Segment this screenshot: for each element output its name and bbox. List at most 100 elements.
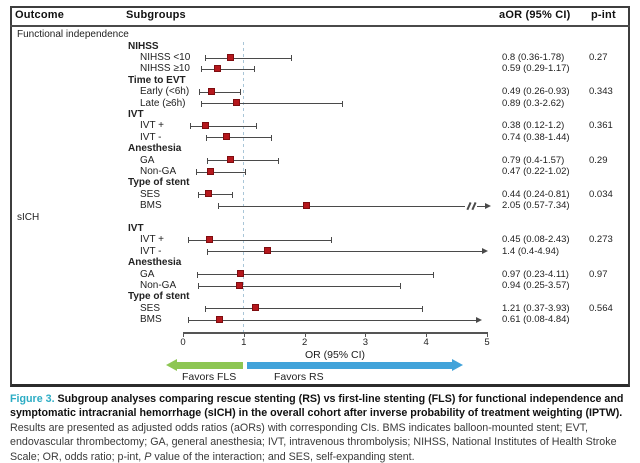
x-axis-label: OR (95% CI) bbox=[304, 349, 366, 361]
aor-value: 0.45 (0.08-2.43) bbox=[502, 234, 570, 246]
ci-cap-low bbox=[206, 134, 208, 141]
ci-line bbox=[187, 239, 331, 241]
row-label-group-13: Type of stent bbox=[128, 177, 190, 189]
or-marker bbox=[237, 270, 245, 278]
ci-cap-low bbox=[198, 283, 200, 289]
x-tick bbox=[183, 333, 184, 337]
aor-value: 2.05 (0.57-7.34) bbox=[502, 200, 570, 212]
ci-cap-high bbox=[270, 134, 272, 141]
row-label-item-9: IVT - bbox=[140, 131, 162, 143]
row-label-item-14: SES bbox=[140, 188, 161, 200]
x-tick bbox=[365, 333, 367, 337]
aor-value: 0.49 (0.26-0.93) bbox=[502, 86, 570, 98]
ci-line bbox=[204, 57, 292, 59]
favors-rs-arrow-body bbox=[247, 362, 452, 369]
or-marker bbox=[226, 156, 234, 164]
figure-caption-body-end: value of the interaction; and SES, self-… bbox=[151, 450, 415, 463]
pint-value: 0.97 bbox=[589, 268, 608, 280]
or-marker bbox=[201, 121, 209, 129]
ci-cap-low bbox=[200, 66, 202, 73]
row-label-group-1: NIHSS bbox=[128, 40, 159, 52]
ci-line bbox=[197, 194, 233, 196]
ci-cap-low bbox=[190, 123, 192, 130]
row-label-item-19: IVT - bbox=[140, 245, 162, 257]
ci-cap-high bbox=[245, 169, 247, 175]
row-label-item-6: Late (≥6h) bbox=[140, 97, 186, 109]
figure-caption-p: P bbox=[144, 450, 152, 463]
row-label-item-24: SES bbox=[140, 302, 161, 314]
ci-arrow-icon bbox=[482, 248, 489, 255]
favors-fls-arrow-body bbox=[176, 362, 243, 369]
or-marker bbox=[303, 201, 311, 209]
ci-cap-high bbox=[432, 271, 434, 278]
or-marker bbox=[223, 133, 231, 141]
ci-cap-high bbox=[255, 123, 257, 130]
ci-cap-high bbox=[342, 100, 344, 107]
figure-frame bbox=[10, 6, 630, 387]
x-tick bbox=[243, 333, 245, 337]
x-tick bbox=[426, 333, 428, 337]
aor-value: 1.21 (0.37-3.93) bbox=[502, 302, 570, 314]
row-label-item-3: NIHSS ≥10 bbox=[140, 63, 190, 75]
ci-cap-low bbox=[201, 100, 203, 107]
ci-cap-low bbox=[196, 169, 198, 175]
ci-arrow-icon bbox=[476, 316, 483, 323]
x-tick-label: 5 bbox=[484, 337, 490, 348]
row-label-item-11: GA bbox=[140, 154, 155, 166]
ci-cap-low bbox=[198, 89, 200, 96]
ci-line-continued bbox=[477, 205, 485, 207]
figure-caption-title: Subgroup analyses comparing rescue stent… bbox=[10, 393, 624, 420]
row-label-outcome-16: sICH bbox=[17, 211, 40, 223]
pint-value: 0.361 bbox=[589, 120, 613, 132]
aor-value: 0.97 (0.23-4.11) bbox=[502, 268, 569, 280]
row-label-item-8: IVT + bbox=[140, 120, 164, 132]
column-header-aor: aOR (95% CI) bbox=[499, 9, 571, 21]
row-label-item-25: BMS bbox=[140, 314, 162, 326]
ci-line bbox=[200, 68, 255, 70]
ci-cap-high bbox=[278, 157, 280, 164]
ci-line bbox=[207, 251, 484, 253]
aor-value: 0.44 (0.24-0.81) bbox=[502, 188, 570, 200]
row-label-item-21: GA bbox=[140, 268, 155, 280]
ci-line bbox=[190, 125, 256, 127]
x-tick-label: 4 bbox=[423, 337, 429, 348]
x-tick bbox=[304, 333, 306, 337]
pint-value: 0.29 bbox=[589, 154, 608, 166]
ci-cap-low bbox=[187, 237, 189, 244]
x-tick-label: 1 bbox=[241, 337, 247, 348]
reference-line-or1 bbox=[243, 42, 244, 332]
ci-line bbox=[187, 319, 478, 321]
ci-line bbox=[206, 137, 271, 139]
row-label-group-17: IVT bbox=[128, 223, 144, 234]
or-marker bbox=[215, 315, 223, 323]
favors-fls-label: Favors FLS bbox=[182, 371, 237, 383]
ci-line bbox=[196, 171, 245, 173]
or-marker bbox=[207, 167, 215, 175]
row-label-item-15: BMS bbox=[140, 200, 162, 212]
row-label-group-10: Anesthesia bbox=[128, 143, 182, 155]
aor-value: 0.59 (0.29-1.17) bbox=[502, 63, 570, 75]
figure-caption: Figure 3. Subgroup analyses comparing re… bbox=[10, 392, 633, 463]
figure-caption-body: Results are presented as adjusted odds r… bbox=[10, 421, 617, 463]
favors-rs-label: Favors RS bbox=[274, 371, 324, 383]
row-label-outcome-0: Functional independence bbox=[17, 29, 129, 41]
or-marker bbox=[208, 87, 216, 95]
row-label-group-7: IVT bbox=[128, 109, 144, 120]
header-separator bbox=[10, 25, 630, 27]
ci-line bbox=[196, 274, 433, 276]
or-marker bbox=[252, 304, 260, 312]
aor-value: 0.89 (0.3-2.62) bbox=[502, 97, 565, 109]
row-label-item-12: Non-GA bbox=[140, 166, 177, 177]
ci-cap-low bbox=[207, 248, 209, 255]
column-header-outcome: Outcome bbox=[15, 9, 65, 21]
row-label-item-5: Early (<6h) bbox=[140, 86, 190, 98]
aor-value: 0.8 (0.36-1.78) bbox=[502, 52, 565, 63]
ci-line bbox=[217, 205, 465, 207]
aor-value: 0.79 (0.4-1.57) bbox=[502, 154, 565, 166]
ci-cap-low bbox=[196, 271, 198, 278]
ci-cap-low bbox=[204, 55, 206, 61]
ci-cap-high bbox=[421, 305, 423, 312]
row-label-item-18: IVT + bbox=[140, 234, 164, 246]
pint-value: 0.034 bbox=[589, 188, 613, 200]
aor-value: 0.47 (0.22-1.02) bbox=[502, 166, 570, 177]
